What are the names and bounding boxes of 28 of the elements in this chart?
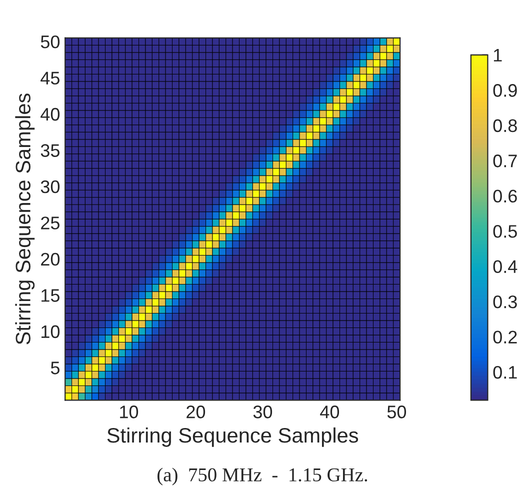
- color-bar-label: 0.9: [493, 84, 517, 97]
- color-bar-label: 0.1: [493, 366, 517, 379]
- color-bar-label: 0.7: [493, 154, 517, 168]
- y-tick-label: 35: [40, 144, 60, 157]
- color-bar-label: 0.6: [493, 190, 517, 203]
- x-axis-title: Stirring Sequence Samples: [107, 427, 358, 447]
- y-tick-label: 10: [42, 325, 60, 338]
- y-tick-label: 50: [40, 35, 60, 48]
- color-bar-label: 1: [494, 49, 502, 62]
- y-tick-label: 40: [40, 108, 60, 121]
- y-tick-label: 45: [40, 72, 60, 84]
- y-axis-title: Stirring Sequence Samples: [15, 94, 35, 344]
- color-bar-label: 0.8: [493, 119, 517, 132]
- y-tick-label: 5: [50, 362, 60, 374]
- text: (a) 750 MHz - 1.15 GHz.: [158, 468, 368, 486]
- color-bar-label: 0.5: [493, 225, 517, 238]
- color-bar-label: 0.2: [493, 330, 517, 344]
- y-tick-label: 20: [41, 252, 60, 266]
- x-tick-label: 50: [387, 406, 406, 418]
- y-tick-label: 25: [41, 216, 60, 230]
- x-tick-label: 30: [253, 406, 272, 418]
- x-tick-label: 20: [186, 406, 206, 418]
- y-tick-label: 15: [42, 289, 60, 302]
- y-tick-label: 30: [40, 180, 60, 194]
- x-tick-label: 10: [120, 406, 138, 418]
- x-tick-label: 40: [320, 406, 340, 418]
- color-bar-label: 0.4: [493, 260, 518, 274]
- color-bar-label: 0.3: [493, 295, 517, 308]
